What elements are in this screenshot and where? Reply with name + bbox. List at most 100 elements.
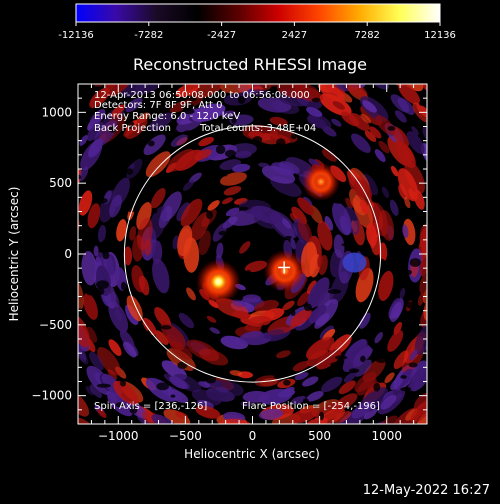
positive-lobe	[81, 67, 98, 83]
x-tick-label: 500	[308, 429, 331, 443]
negative-lobe	[250, 205, 283, 224]
dark-gap	[152, 208, 158, 214]
source-core	[208, 271, 229, 292]
heatmap-sources	[196, 162, 367, 305]
negative-lobe	[121, 84, 152, 98]
positive-lobe	[332, 101, 345, 110]
positive-lobe	[170, 341, 193, 360]
negative-lobe	[359, 312, 371, 329]
axis-ticks: −1000 −500 0 500 1000 −1000 −500 0 500 1000	[31, 84, 427, 443]
negative-lobe	[411, 126, 419, 136]
positive-lobe	[317, 220, 333, 251]
dark-gap	[387, 125, 396, 131]
positive-lobe	[78, 417, 98, 424]
positive-lobe	[316, 348, 342, 370]
positive-lobe	[78, 390, 90, 417]
dark-gap	[102, 251, 110, 260]
dark-gap	[142, 346, 149, 352]
dark-gap	[167, 254, 176, 263]
negative-lobe	[381, 186, 390, 199]
dark-gap	[182, 102, 195, 112]
dark-gap	[206, 211, 213, 219]
y-tick-label: −500	[39, 318, 72, 332]
negative-lobe	[221, 110, 236, 118]
positive-lobe	[97, 408, 107, 418]
positive-lobe	[247, 315, 272, 327]
negative-lobe	[290, 238, 296, 250]
negative-lobe	[314, 313, 330, 329]
dark-gap	[170, 394, 176, 398]
colorbar-ticks: -12136 -7282 -2427 2427 7282 12136	[58, 22, 456, 41]
source-core	[312, 173, 330, 191]
negative-lobe	[182, 180, 195, 191]
positive-lobe	[398, 184, 408, 200]
dark-gap	[129, 405, 138, 414]
positive-lobe	[395, 84, 424, 92]
negative-lobe	[97, 224, 107, 243]
x-tick-label: 0	[249, 429, 257, 443]
negative-lobe	[408, 367, 427, 391]
negative-lobe	[198, 381, 211, 389]
negative-lobe	[351, 133, 371, 153]
positive-lobe	[297, 290, 311, 307]
positive-lobe	[394, 140, 416, 169]
positive-lobe	[378, 140, 390, 154]
negative-lobe	[176, 202, 191, 222]
negative-lobe	[394, 110, 407, 123]
negative-lobe	[114, 308, 123, 322]
positive-lobe	[419, 275, 427, 295]
x-tick-label: −500	[169, 429, 202, 443]
positive-lobe	[167, 148, 195, 172]
dark-gap	[218, 230, 228, 236]
positive-lobe	[377, 415, 398, 424]
dark-gap	[378, 258, 385, 265]
positive-lobe	[292, 360, 310, 372]
positive-lobe	[87, 203, 101, 229]
positive-lobe	[116, 219, 127, 242]
annotation-flare-position: Flare Position = [-254,-196]	[242, 401, 380, 412]
positive-lobe	[333, 411, 352, 424]
negative-source	[342, 252, 367, 273]
positive-lobe	[175, 411, 189, 420]
positive-lobe	[397, 168, 419, 202]
positive-lobe	[381, 247, 388, 261]
dark-gap	[231, 116, 237, 124]
annotation-spin-axis: Spin Axis = [236,-126]	[94, 401, 207, 412]
negative-lobe	[231, 299, 246, 308]
negative-lobe	[170, 134, 188, 147]
dark-gap	[327, 289, 342, 294]
dark-gap	[252, 136, 263, 143]
dark-gap	[78, 174, 82, 180]
positive-lobe	[319, 84, 345, 101]
dark-gap	[319, 411, 324, 421]
dark-gap	[400, 387, 412, 392]
positive-lobe	[297, 197, 314, 216]
positive-lobe	[393, 350, 409, 370]
dark-gap	[323, 110, 331, 114]
negative-lobe	[362, 100, 377, 113]
positive-lobe	[89, 87, 110, 108]
negative-lobe	[62, 72, 77, 88]
y-tick-label: 0	[64, 247, 72, 261]
negative-lobe	[390, 376, 404, 391]
dark-gap	[330, 361, 344, 368]
dark-gap	[418, 100, 427, 107]
negative-lobe	[374, 149, 386, 163]
negative-lobe	[367, 84, 390, 90]
positive-lobe	[297, 219, 313, 243]
positive-lobe	[270, 128, 298, 143]
negative-lobe	[152, 258, 170, 294]
positive-lobe	[387, 330, 404, 352]
heatmap-layer	[62, 67, 427, 424]
negative-lobe	[406, 131, 425, 155]
positive-lobe	[369, 126, 382, 139]
dark-gap	[347, 234, 355, 243]
positive-lobe	[198, 348, 229, 366]
dark-gap	[285, 235, 292, 239]
dark-gap	[283, 379, 291, 386]
negative-lobe	[307, 277, 330, 309]
dark-gap	[290, 309, 296, 316]
positive-lobe	[232, 310, 251, 320]
positive-lobe	[398, 84, 421, 105]
